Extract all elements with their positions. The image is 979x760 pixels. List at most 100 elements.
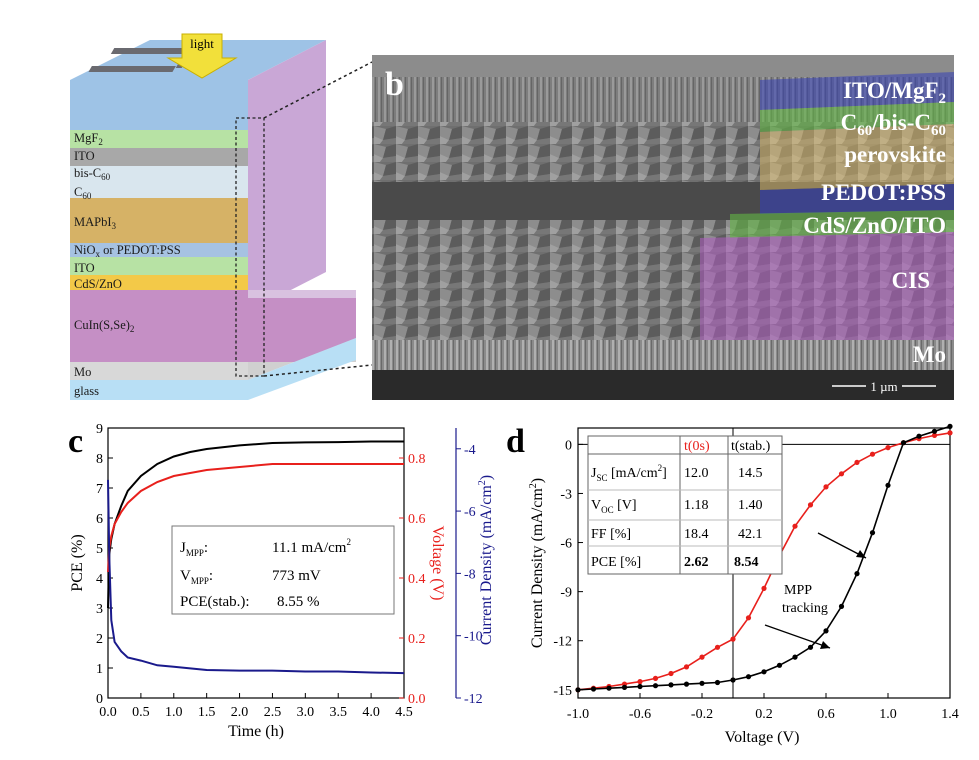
c-xtick-label: 0.5 <box>132 705 150 720</box>
d-series-stab-point <box>776 662 783 668</box>
label-mapbi3: MAPbI3 <box>74 215 117 231</box>
inset-vmpp-label: VMPP: <box>180 568 213 586</box>
table-ff-stab: 42.1 <box>738 527 763 542</box>
layer-c60 <box>70 166 248 198</box>
c-xtick-label: 1.0 <box>165 705 183 720</box>
d-series-stab-point <box>590 686 597 692</box>
c-xtick-label: 2.0 <box>231 705 249 720</box>
c-xtick-label: 4.5 <box>395 705 413 720</box>
c-y2tick-label: 0.2 <box>408 632 426 647</box>
d-xtick-label: 1.0 <box>879 707 897 722</box>
layer-ito-top <box>70 130 248 148</box>
label-perovskite: perovskite <box>844 142 946 167</box>
d-series-t0-point <box>745 615 752 621</box>
label-glass: glass <box>74 384 99 398</box>
c-ytick-label: 4 <box>96 572 103 587</box>
panel-c-xlabel: Time (h) <box>228 723 284 740</box>
label-ito-mgf2: ITO/MgF2 <box>843 78 946 107</box>
d-series-t0-point <box>854 459 860 465</box>
d-series-stab-point <box>606 685 612 691</box>
c-y3tick-label: -10 <box>464 630 483 645</box>
d-series-stab-point <box>947 423 953 429</box>
label-cds-zno-ito: CdS/ZnO/ITO <box>803 213 946 238</box>
c-ytick-label: 8 <box>96 452 103 467</box>
d-xtick-label: 0.2 <box>755 707 773 722</box>
layer-mapbi3 <box>70 198 248 243</box>
d-ytick-label: -3 <box>560 487 572 502</box>
table-ff-t0: 18.4 <box>684 527 709 542</box>
d-series-t0-point <box>699 654 705 660</box>
c-ytick-label: 9 <box>96 422 103 437</box>
inset-vmpp-value: 773 mV <box>272 568 321 584</box>
d-series-stab-point <box>714 679 721 686</box>
d-series-stab-point <box>730 677 736 683</box>
d-series-t0-point <box>947 430 953 436</box>
table-row-pce-label: PCE [%] <box>591 555 641 570</box>
d-series-t0-point <box>792 523 798 529</box>
d-series-t0-point <box>869 451 876 457</box>
scale-bar-label: 1 µm <box>870 379 897 394</box>
c-xtick-label: 0.0 <box>99 705 117 720</box>
label-bisc60: bis-C60 <box>74 166 111 182</box>
label-ito-bottom: ITO <box>74 261 95 275</box>
d-series-stab-point <box>621 684 628 691</box>
d-series-stab-point <box>745 674 752 680</box>
stack-right-face <box>248 40 326 312</box>
inset-pce-value: 8.55 % <box>277 594 320 610</box>
sem-top-layer <box>372 55 954 77</box>
layer-niox <box>70 243 248 257</box>
panel-b-letter: b <box>385 66 404 103</box>
d-series-stab-point <box>683 681 690 687</box>
panel-d-table: t(0s) t(stab.) JSC [mA/cm2] 12.0 14.5 VO… <box>587 435 783 575</box>
c-y2tick-label: 0.6 <box>408 512 426 527</box>
d-series-stab-point <box>916 433 922 439</box>
d-series-t0-point <box>823 484 829 490</box>
label-mgf2: MgF2 <box>74 131 103 147</box>
d-series-stab-point <box>652 683 659 689</box>
table-col-t0: t(0s) <box>684 439 710 454</box>
d-series-stab-point <box>885 482 891 488</box>
d-series-stab-point <box>792 654 798 660</box>
zoom-box <box>235 117 265 377</box>
d-ytick-label: -15 <box>553 684 572 699</box>
inset-pce-label: PCE(stab.): <box>180 594 250 610</box>
c-ytick-label: 1 <box>96 662 103 677</box>
annotation-tracking: tracking <box>782 601 828 616</box>
panel-d: d -1.0 -0.6 -0.2 0.2 0.6 1.0 1.40-3-6-9-12-15 … <box>506 423 959 746</box>
c-xtick-label: 4.0 <box>362 705 380 720</box>
table-voc-t0: 1.18 <box>684 498 709 513</box>
d-xtick-label: -1.0 <box>567 707 589 722</box>
layer-glass <box>70 380 248 400</box>
c-ytick-label: 6 <box>96 512 103 527</box>
layer-cdszno <box>70 275 248 290</box>
label-niox: NiOx or PEDOT:PSS <box>74 243 181 259</box>
layer-mgf2 <box>70 80 248 130</box>
panel-a: a light <box>70 33 373 400</box>
c-y2tick-label: 0.0 <box>408 692 426 707</box>
label-cuinsse2: CuIn(S,Se)2 <box>74 318 134 334</box>
table-pce-stab: 8.54 <box>734 555 759 570</box>
arrow-lower <box>764 624 831 649</box>
layer-mo <box>70 362 248 380</box>
label-c60: C60 <box>74 185 92 201</box>
d-series-t0-point <box>807 502 814 508</box>
c-ytick-label: 5 <box>96 542 103 557</box>
d-series-stab-point <box>807 644 814 650</box>
d-series-stab-point <box>575 687 581 693</box>
d-xtick-label: -0.6 <box>629 707 651 722</box>
c-ytick-label: 0 <box>96 692 103 707</box>
c-xtick-label: 3.5 <box>329 705 347 720</box>
inset-jmpp-label: JMPP: <box>180 540 208 558</box>
d-series-t0-point <box>668 670 674 677</box>
table-pce-t0: 2.62 <box>684 555 709 570</box>
c-ytick-label: 3 <box>96 602 103 617</box>
d-ytick-label: -12 <box>553 635 572 650</box>
d-series-stab-point <box>668 682 674 688</box>
d-series-stab-point <box>869 530 876 536</box>
label-cis: CIS <box>892 268 930 293</box>
d-series-stab-point <box>900 440 907 446</box>
label-cdszno: CdS/ZnO <box>74 277 122 291</box>
panel-b: b ITO/MgF2 C60/bis-C60 perovskite PEDOT:… <box>372 55 954 400</box>
label-ito-top: ITO <box>74 149 95 163</box>
